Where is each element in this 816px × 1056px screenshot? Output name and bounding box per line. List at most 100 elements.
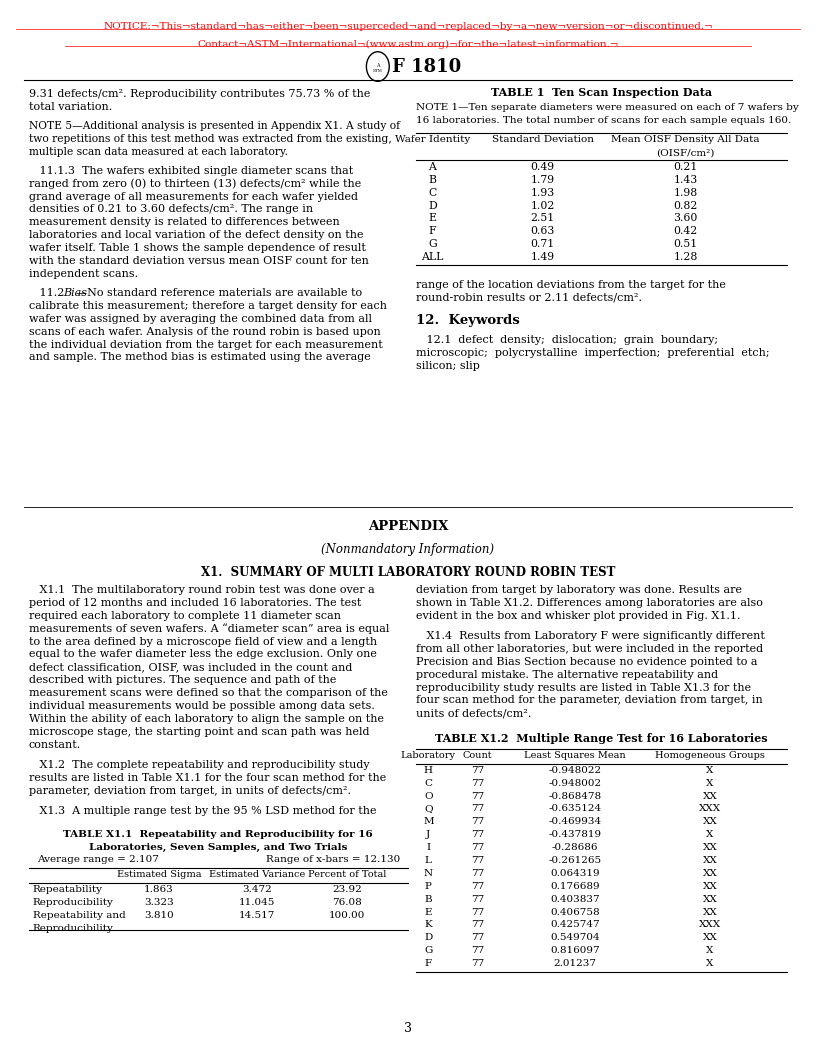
Text: 16 laboratories. The total number of scans for each sample equals 160.: 16 laboratories. The total number of sca… [416, 116, 792, 125]
Text: NOTE 5—Additional analysis is presented in Appendix X1. A study of: NOTE 5—Additional analysis is presented … [29, 120, 400, 131]
Text: 0.51: 0.51 [673, 240, 698, 249]
Text: wafer was assigned by averaging the combined data from all: wafer was assigned by averaging the comb… [29, 314, 371, 324]
Text: -0.469934: -0.469934 [548, 817, 602, 827]
Text: Least Squares Mean: Least Squares Mean [525, 751, 626, 760]
Text: 3.472: 3.472 [242, 885, 272, 894]
Text: 12.  Keywords: 12. Keywords [416, 314, 520, 327]
Text: XX: XX [703, 882, 717, 891]
Text: STM: STM [373, 69, 383, 73]
Text: -0.948002: -0.948002 [548, 778, 602, 788]
Text: four scan method for the parameter, deviation from target, in: four scan method for the parameter, devi… [416, 696, 763, 705]
Text: shown in Table X1.2. Differences among laboratories are also: shown in Table X1.2. Differences among l… [416, 598, 763, 608]
Text: (OISF/cm²): (OISF/cm²) [656, 148, 715, 157]
Text: 0.49: 0.49 [530, 162, 555, 172]
Text: 1.79: 1.79 [530, 175, 555, 185]
Text: XX: XX [703, 869, 717, 878]
Text: defect classification, OISF, was included in the count and: defect classification, OISF, was include… [29, 662, 352, 673]
Text: 1.98: 1.98 [673, 188, 698, 197]
Text: from all other laboratories, but were included in the reported: from all other laboratories, but were in… [416, 644, 763, 654]
Text: G: G [424, 946, 432, 956]
Text: 77: 77 [471, 934, 484, 942]
Text: 77: 77 [471, 882, 484, 891]
Text: XX: XX [703, 817, 717, 827]
Text: measurement scans were defined so that the comparison of the: measurement scans were defined so that t… [29, 689, 388, 698]
Text: 77: 77 [471, 856, 484, 865]
Text: 0.63: 0.63 [530, 226, 555, 237]
Text: ALL: ALL [421, 252, 444, 262]
Text: Bias: Bias [63, 288, 86, 298]
Text: described with pictures. The sequence and path of the: described with pictures. The sequence an… [29, 675, 336, 685]
Text: Repeatability and: Repeatability and [33, 910, 126, 920]
Text: -0.948022: -0.948022 [548, 766, 602, 775]
Text: D: D [424, 934, 432, 942]
Text: constant.: constant. [29, 739, 81, 750]
Text: laboratories and local variation of the defect density on the: laboratories and local variation of the … [29, 230, 363, 240]
Text: 3.810: 3.810 [144, 910, 174, 920]
Text: 77: 77 [471, 946, 484, 956]
Text: XX: XX [703, 934, 717, 942]
Text: 1.863: 1.863 [144, 885, 174, 894]
Text: XX: XX [703, 907, 717, 917]
Text: E: E [428, 213, 437, 224]
Text: 0.176689: 0.176689 [551, 882, 600, 891]
Text: 2.51: 2.51 [530, 213, 555, 224]
Text: 76.08: 76.08 [332, 898, 361, 907]
Text: Laboratory: Laboratory [401, 751, 456, 760]
Text: 77: 77 [471, 805, 484, 813]
Text: 0.425747: 0.425747 [551, 921, 600, 929]
Text: Reproducibility: Reproducibility [33, 898, 113, 907]
Text: 77: 77 [471, 921, 484, 929]
Text: APPENDIX: APPENDIX [368, 520, 448, 532]
Text: and sample. The method bias is estimated using the average: and sample. The method bias is estimated… [29, 353, 370, 362]
Text: 0.71: 0.71 [530, 240, 555, 249]
Text: Count: Count [463, 751, 492, 760]
Text: parameter, deviation from target, in units of defects/cm².: parameter, deviation from target, in uni… [29, 786, 351, 795]
Text: 9.31 defects/cm². Reproducibility contributes 75.73 % of the: 9.31 defects/cm². Reproducibility contri… [29, 89, 370, 98]
Text: -0.635124: -0.635124 [548, 805, 602, 813]
Text: (Nonmandatory Information): (Nonmandatory Information) [322, 543, 494, 555]
Text: evident in the box and whisker plot provided in Fig. X1.1.: evident in the box and whisker plot prov… [416, 610, 741, 621]
Text: Contact¬ASTM¬International¬(www.astm.org)¬for¬the¬latest¬information.¬: Contact¬ASTM¬International¬(www.astm.org… [197, 40, 619, 50]
Text: grand average of all measurements for each wafer yielded: grand average of all measurements for ea… [29, 191, 357, 202]
Text: results are listed in Table X1.1 for the four scan method for the: results are listed in Table X1.1 for the… [29, 773, 386, 782]
Text: 3: 3 [404, 1022, 412, 1035]
Text: L: L [425, 856, 432, 865]
Text: calibrate this measurement; therefore a target density for each: calibrate this measurement; therefore a … [29, 301, 387, 310]
Text: XX: XX [703, 856, 717, 865]
Text: Percent of Total: Percent of Total [308, 870, 386, 879]
Text: 3.323: 3.323 [144, 898, 174, 907]
Text: NOTE 1—Ten separate diameters were measured on each of 7 wafers by: NOTE 1—Ten separate diameters were measu… [416, 103, 799, 113]
Text: procedural mistake. The alternative repeatability and: procedural mistake. The alternative repe… [416, 670, 718, 680]
Text: Laboratories, Seven Samples, and Two Trials: Laboratories, Seven Samples, and Two Tri… [89, 844, 348, 852]
Text: 100.00: 100.00 [329, 910, 365, 920]
Text: H: H [424, 766, 433, 775]
Text: Within the ability of each laboratory to align the sample on the: Within the ability of each laboratory to… [29, 714, 384, 723]
Text: I: I [426, 843, 431, 852]
Text: Repeatability: Repeatability [33, 885, 103, 894]
Text: 12.1  defect  density;  dislocation;  grain  boundary;: 12.1 defect density; dislocation; grain … [416, 335, 718, 345]
Text: C: C [424, 778, 432, 788]
Text: Homogeneous Groups: Homogeneous Groups [655, 751, 765, 760]
Text: 0.42: 0.42 [673, 226, 698, 237]
Text: N: N [424, 869, 433, 878]
Text: XX: XX [703, 792, 717, 800]
Text: 0.21: 0.21 [673, 162, 698, 172]
Text: X1.2  The complete repeatability and reproducibility study: X1.2 The complete repeatability and repr… [29, 760, 369, 770]
Text: -0.28686: -0.28686 [552, 843, 598, 852]
Text: XXX: XXX [698, 921, 721, 929]
Text: D: D [428, 201, 437, 210]
Text: 77: 77 [471, 869, 484, 878]
Text: 3.60: 3.60 [673, 213, 698, 224]
Text: 23.92: 23.92 [332, 885, 361, 894]
Text: X: X [706, 766, 714, 775]
Text: independent scans.: independent scans. [29, 269, 138, 279]
Text: reproducibility study results are listed in Table X1.3 for the: reproducibility study results are listed… [416, 682, 752, 693]
Text: X1.4  Results from Laboratory F were significantly different: X1.4 Results from Laboratory F were sign… [416, 631, 765, 641]
Text: Range of x-bars = 12.130: Range of x-bars = 12.130 [265, 855, 400, 864]
Text: required each laboratory to complete 11 diameter scan: required each laboratory to complete 11 … [29, 610, 340, 621]
Text: F: F [428, 226, 437, 237]
Text: NOTICE:¬This¬standard¬has¬either¬been¬superceded¬and¬replaced¬by¬a¬new¬version¬o: NOTICE:¬This¬standard¬has¬either¬been¬su… [103, 22, 713, 32]
Text: 14.517: 14.517 [239, 910, 275, 920]
Text: A: A [428, 162, 437, 172]
Text: Precision and Bias Section because no evidence pointed to a: Precision and Bias Section because no ev… [416, 657, 758, 666]
